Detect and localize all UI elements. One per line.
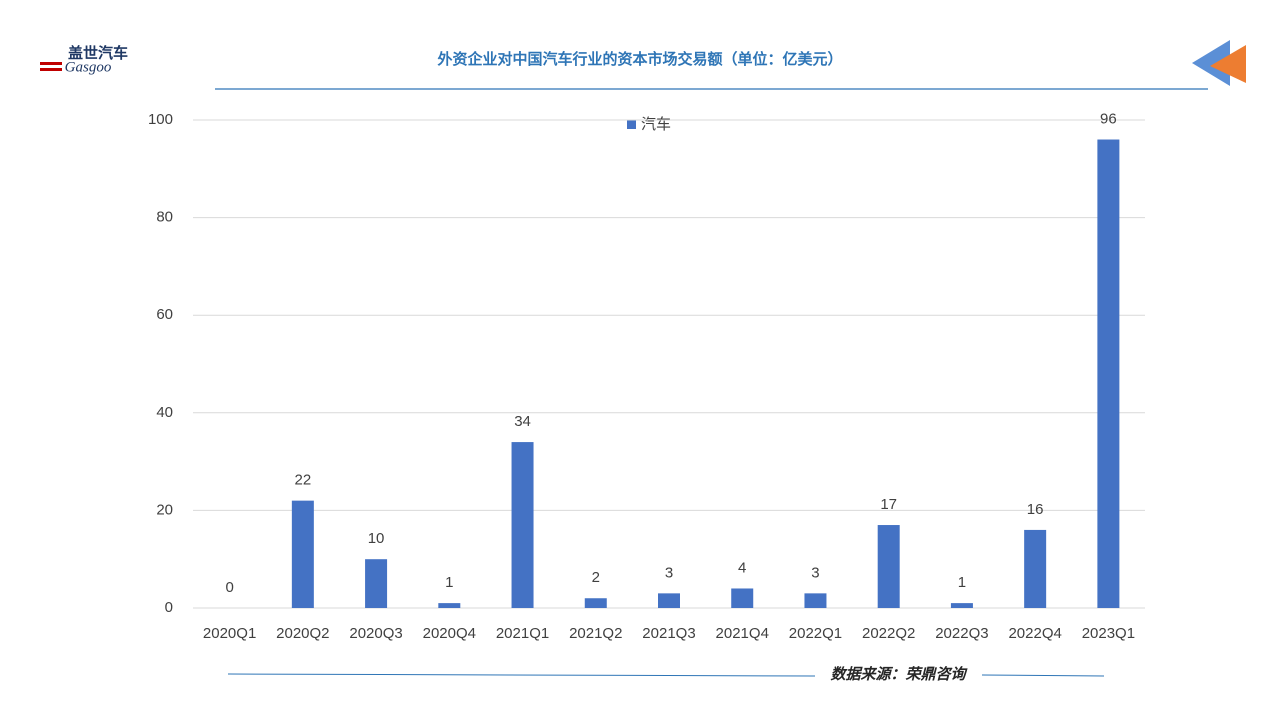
bar: [365, 559, 388, 608]
x-tick-label: 2021Q2: [569, 625, 622, 642]
legend-label: 汽车: [641, 116, 671, 133]
data-label: 16: [1027, 501, 1044, 518]
legend-swatch: [627, 120, 636, 129]
source-rule: [227, 673, 816, 677]
x-tick-label: 2022Q2: [862, 625, 915, 642]
data-label: 3: [811, 564, 819, 581]
bar: [1024, 529, 1047, 608]
data-label: 4: [738, 559, 746, 576]
data-label: 17: [880, 496, 897, 513]
x-tick-label: 2022Q1: [789, 625, 842, 642]
data-label: 2: [592, 569, 600, 586]
bar: [291, 500, 314, 608]
bar: [438, 603, 461, 608]
data-label: 3: [665, 564, 673, 581]
logo-en: Gasgoo: [65, 59, 112, 75]
y-tick-label: 0: [165, 599, 173, 616]
chart-title: 外资企业对中国汽车行业的资本市场交易额（单位：亿美元）: [436, 50, 842, 68]
y-tick-label: 20: [156, 501, 173, 518]
deco-arrow: [1192, 40, 1230, 86]
logo-stripe: [40, 62, 62, 65]
data-label: 1: [445, 574, 453, 591]
y-tick-label: 60: [156, 306, 173, 323]
x-tick-label: 2021Q4: [716, 625, 769, 642]
data-label: 34: [514, 413, 531, 430]
x-tick-label: 2022Q3: [935, 625, 988, 642]
data-label: 10: [368, 530, 385, 547]
logo-stripe: [40, 68, 62, 71]
x-tick-label: 2020Q1: [203, 625, 256, 642]
bar: [658, 593, 680, 608]
x-tick-label: 2020Q4: [423, 625, 476, 642]
y-tick-label: 40: [156, 404, 173, 421]
source-rule: [981, 674, 1105, 677]
bar: [731, 588, 754, 608]
bar: [1097, 139, 1120, 608]
bar: [584, 598, 607, 608]
logo-cn: 盖世汽车: [68, 44, 128, 62]
x-tick-label: 2021Q1: [496, 625, 549, 642]
x-tick-label: 2020Q3: [349, 625, 402, 642]
deco-arrow: [1210, 45, 1246, 83]
bar: [804, 593, 827, 608]
x-tick-label: 2023Q1: [1082, 625, 1135, 642]
x-tick-label: 2021Q3: [642, 625, 695, 642]
y-tick-label: 80: [156, 209, 173, 226]
data-label: 96: [1100, 110, 1117, 127]
bar: [511, 442, 534, 608]
source-note: 数据来源：荣鼎咨询: [830, 666, 968, 683]
x-tick-label: 2022Q4: [1008, 625, 1061, 642]
bar: [950, 603, 973, 608]
y-tick-label: 100: [148, 111, 173, 128]
x-tick-label: 2020Q2: [276, 625, 329, 642]
data-label: 1: [958, 574, 966, 591]
data-label: 0: [225, 579, 233, 596]
bar: [877, 525, 900, 608]
data-label: 22: [295, 472, 312, 489]
